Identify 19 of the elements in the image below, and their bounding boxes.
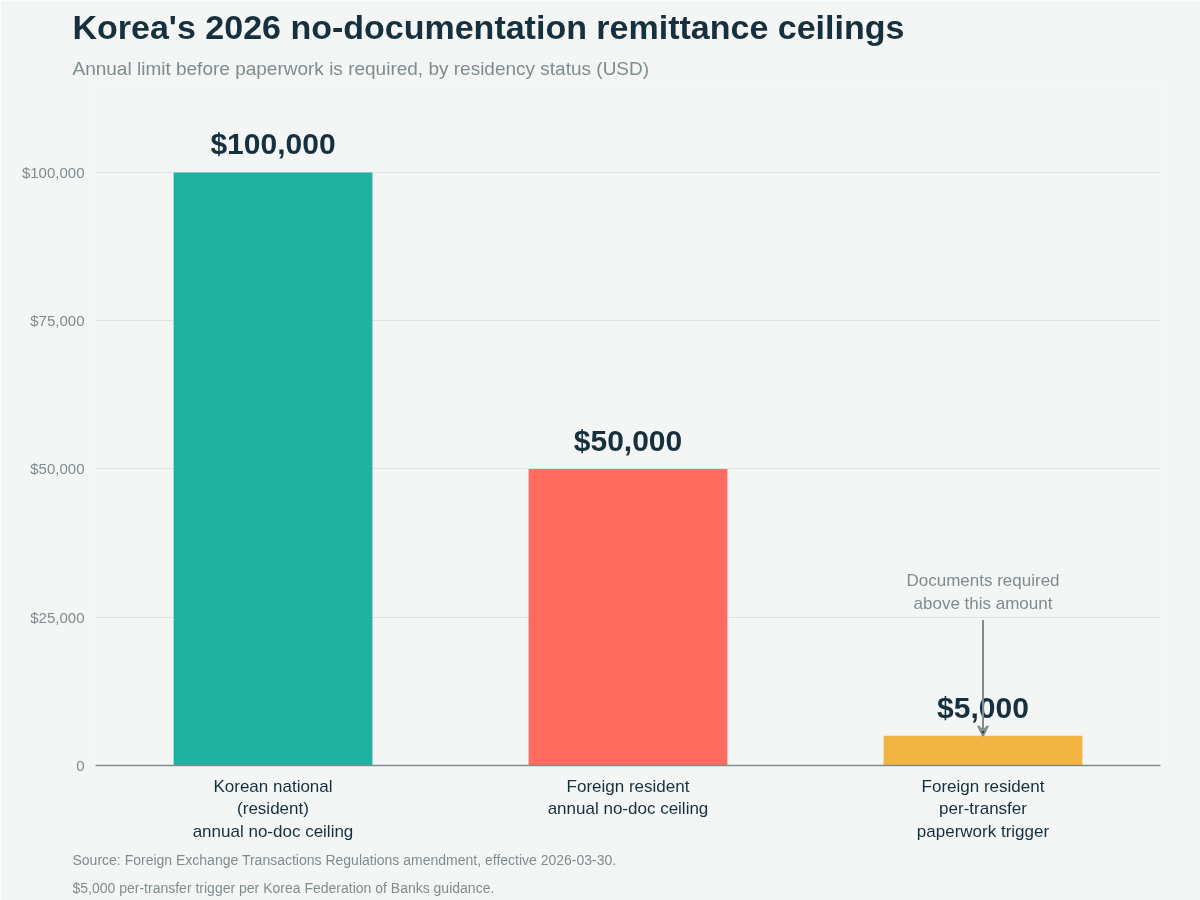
- source-note: Source: Foreign Exchange Transactions Regulations amendment, effective 2026-03-30.: [72, 851, 617, 868]
- data-label: $5,000: [937, 690, 1029, 724]
- data-label: $100,000: [210, 127, 336, 161]
- y-tick-label: $100,000: [21, 163, 85, 181]
- x-tick-label: Foreign resident annual no-doc ceiling: [547, 776, 709, 819]
- chart-subtitle: Annual limit before paperwork is required, by residency status (USD): [72, 57, 650, 79]
- y-tick-label: 0: [76, 757, 85, 774]
- chart-title: Korea's 2026 no-documentation remittance ceilings: [72, 7, 905, 46]
- y-tick-label: $50,000: [30, 460, 85, 478]
- x-tick-label: Korean national (resident) annual no-doc ceiling: [192, 776, 354, 842]
- bar: [528, 468, 728, 766]
- y-tick-label: $75,000: [30, 312, 85, 330]
- bar: [173, 172, 373, 766]
- annotation: Documents required above this amount: [906, 571, 1060, 614]
- text: $5,000 per-transfer trigger per Korea Federation of Banks guidance.: [72, 879, 495, 896]
- y-tick-label: $25,000: [30, 608, 85, 626]
- data-label: $50,000: [573, 423, 683, 457]
- bar: [883, 735, 1083, 766]
- x-tick-label: Foreign resident per-transfer paperwork trigger: [916, 776, 1050, 842]
